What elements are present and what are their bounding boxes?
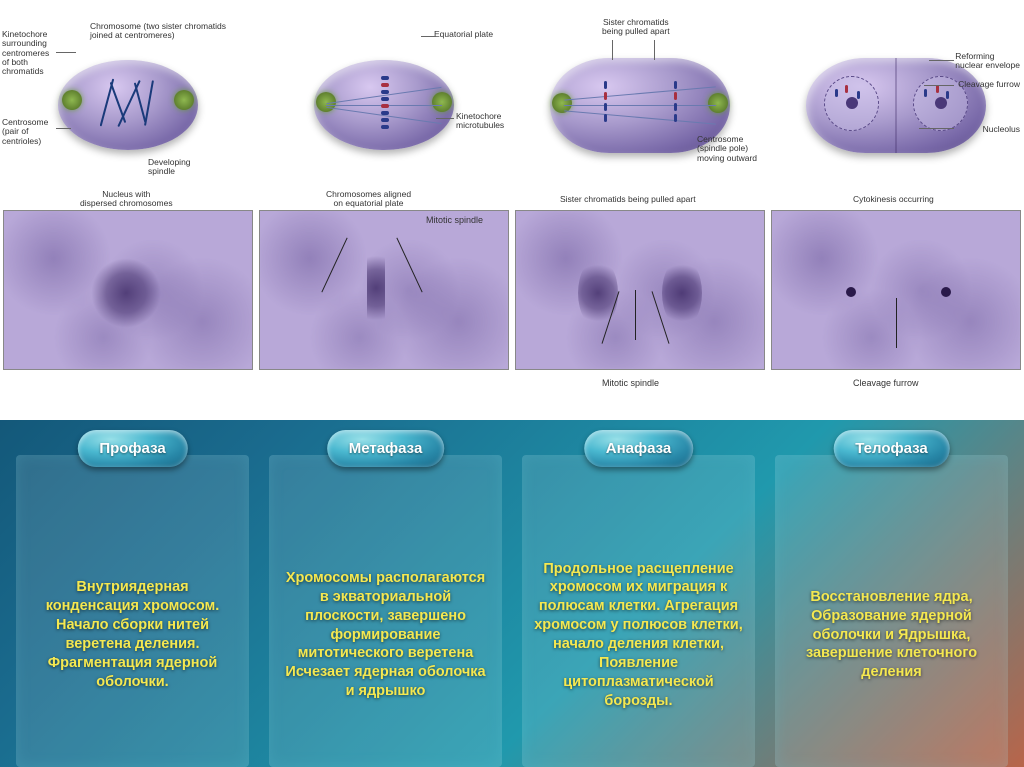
metaphase-illustration: Equatorial plate Kinetochore microtubule… — [256, 0, 512, 210]
metaphase-micrograph-panel: Mitotic spindle — [256, 210, 512, 410]
label-kinetochore: Kinetochore surrounding centromeres of b… — [2, 30, 60, 77]
prophase-micrograph — [3, 210, 253, 370]
centrosome-right — [432, 92, 452, 112]
caption-telophase: Cytokinesis occurring — [853, 195, 934, 204]
label-centrosome: Centrosome (pair of centrioles) — [2, 118, 48, 146]
telophase-illustration: Reforming nuclear envelope Cleavage furr… — [768, 0, 1024, 210]
caption-anaphase: Sister chromatids being pulled apart — [560, 195, 696, 204]
mitosis-diagram-panel: Kinetochore surrounding centromeres of b… — [0, 0, 1024, 420]
anaphase-micrograph — [515, 210, 765, 370]
phase-description: Продольное расщепление хромосом их мигра… — [534, 560, 743, 711]
centrosome-right — [174, 90, 194, 110]
nuclear-envelope-left — [824, 76, 879, 131]
nucleolus-dot — [935, 97, 947, 109]
phase-col-prophase: Профаза Внутриядерная конденсация хромос… — [8, 430, 257, 767]
metaphase-micrograph — [259, 210, 509, 370]
label-sister-apart: Sister chromatids being pulled apart — [602, 18, 670, 37]
phase-box: Внутриядерная конденсация хромосом. Нача… — [16, 455, 249, 767]
phase-badge-metaphase: Метафаза — [327, 430, 445, 467]
phase-box: Хромосомы располагаются в экваториальной… — [269, 455, 502, 767]
phase-cards-section: Профаза Внутриядерная конденсация хромос… — [0, 430, 1024, 767]
label-mitotic-spindle-2: Mitotic spindle — [602, 378, 659, 388]
prophase-micrograph-panel — [0, 210, 256, 410]
label-chromosome: Chromosome (two sister chromatids joined… — [90, 22, 226, 41]
phase-col-anaphase: Анафаза Продольное расщепление хромосом … — [514, 430, 763, 767]
chromatid-set-left — [598, 81, 612, 129]
label-eq-plate: Equatorial plate — [434, 30, 493, 39]
label-mitotic-spindle: Mitotic spindle — [426, 215, 483, 225]
centrosome-left — [62, 90, 82, 110]
centrosome-right — [708, 93, 728, 113]
prophase-illustration: Kinetochore surrounding centromeres of b… — [0, 0, 256, 210]
anaphase-micrograph-panel: Mitotic spindle — [512, 210, 768, 410]
phase-description: Внутриядерная конденсация хромосом. Нача… — [28, 578, 237, 691]
telophase-micrograph — [771, 210, 1021, 370]
telophase-micrograph-panel: Cleavage furrow — [768, 210, 1024, 410]
phase-badge-anaphase: Анафаза — [584, 430, 694, 467]
anaphase-illustration: Sister chromatids being pulled apart Cen… — [512, 0, 768, 210]
phase-badge-telophase: Телофаза — [833, 430, 950, 467]
phase-description: Восстановление ядра, Образование ядерной… — [787, 588, 996, 682]
cell-illustration-row: Kinetochore surrounding centromeres of b… — [0, 0, 1024, 210]
phase-col-telophase: Телофаза Восстановление ядра, Образовани… — [767, 430, 1016, 767]
phase-box: Продольное расщепление хромосом их мигра… — [522, 455, 755, 767]
prophase-cell — [58, 60, 198, 150]
label-cleavage-furrow: Cleavage furrow — [958, 80, 1020, 89]
phase-description: Хромосомы располагаются в экваториальной… — [281, 569, 490, 701]
phase-badge-prophase: Профаза — [77, 430, 187, 467]
centrosome-left — [552, 93, 572, 113]
label-developing-spindle: Developing spindle — [148, 158, 191, 177]
label-reforming-env: Reforming nuclear envelope — [955, 52, 1020, 71]
caption-prophase: Nucleus with dispersed chromosomes — [80, 190, 173, 209]
chromatin-scribble — [100, 78, 156, 132]
metaphase-cell — [314, 60, 454, 150]
equatorial-plate — [381, 76, 389, 134]
label-centrosome-outward: Centrosome (spindle pole) moving outward — [697, 135, 757, 163]
phase-col-metaphase: Метафаза Хромосомы располагаются в экват… — [261, 430, 510, 767]
label-kinetochore-mt: Kinetochore microtubules — [456, 112, 504, 131]
nucleolus-dot — [846, 97, 858, 109]
caption-metaphase: Chromosomes aligned on equatorial plate — [326, 190, 411, 209]
label-cleavage-furrow-below: Cleavage furrow — [853, 378, 919, 388]
micrograph-row: Mitotic spindle Mitotic spindle Cleavage… — [0, 210, 1024, 410]
label-nucleolus: Nucleolus — [983, 125, 1020, 134]
phase-box: Восстановление ядра, Образование ядерной… — [775, 455, 1008, 767]
chromatid-set-right — [668, 81, 682, 129]
telophase-cell — [806, 58, 986, 153]
